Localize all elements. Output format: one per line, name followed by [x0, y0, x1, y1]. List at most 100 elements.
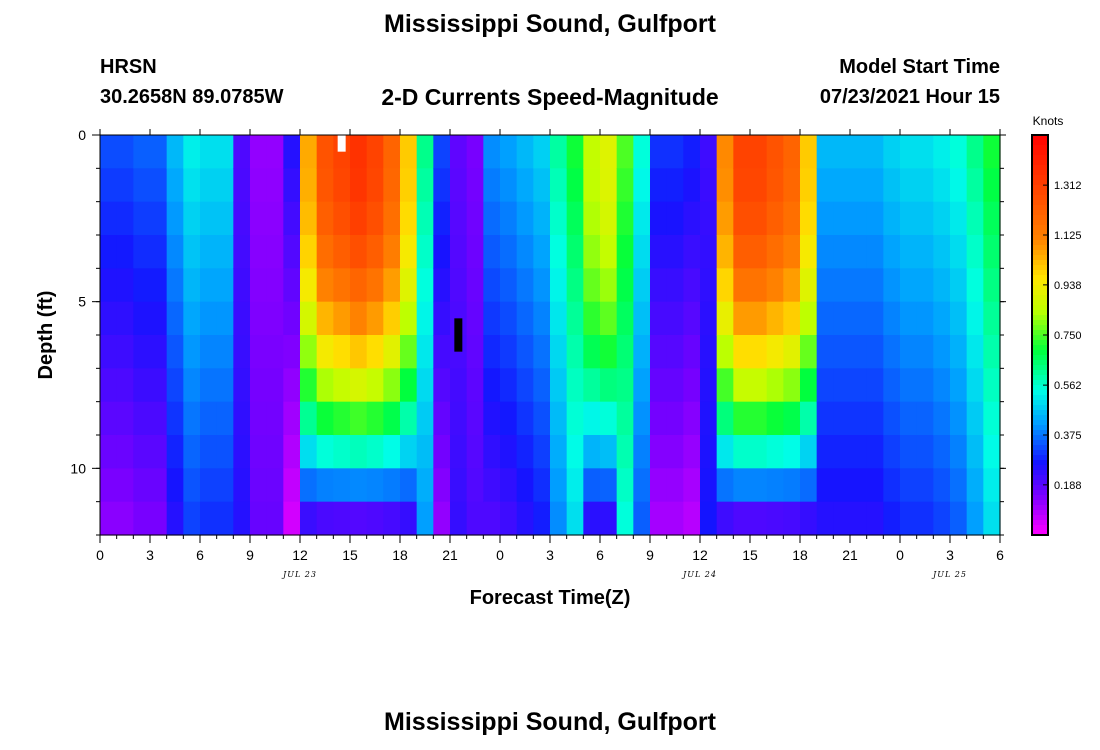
heat-cell — [433, 401, 451, 436]
footer-title: Mississippi Sound, Gulfport — [384, 708, 716, 736]
heat-cell — [750, 401, 768, 436]
colorbar-tick-label: 0.188 — [1054, 480, 1082, 492]
colorbar-swatch — [1032, 485, 1048, 491]
heat-cell — [366, 168, 384, 203]
heat-cell — [900, 335, 918, 369]
colorbar-swatch — [1032, 235, 1048, 241]
heat-cell — [466, 501, 484, 536]
colorbar-swatch — [1032, 455, 1048, 461]
heat-cell — [200, 201, 218, 236]
heat-cell — [400, 368, 418, 403]
heat-cell — [516, 468, 534, 503]
colorbar-swatch — [1032, 310, 1048, 316]
heat-cell — [850, 401, 868, 436]
heat-cell — [900, 468, 918, 503]
heat-cell — [166, 301, 184, 336]
heat-cell — [150, 301, 168, 336]
heat-cell — [983, 235, 1001, 269]
heat-cell — [400, 168, 418, 203]
heat-cell — [333, 235, 351, 269]
heat-cell — [816, 301, 834, 336]
heat-cell — [516, 401, 534, 436]
heat-cell — [533, 135, 551, 169]
heat-cell — [833, 301, 851, 336]
heat-cell — [216, 401, 234, 436]
heat-cell — [650, 268, 668, 303]
heat-cell — [850, 435, 868, 469]
heat-cell — [550, 301, 568, 336]
heat-cell — [883, 501, 901, 536]
heat-cell — [700, 401, 718, 436]
heat-cell — [716, 301, 734, 336]
heat-cell — [633, 468, 651, 503]
heat-cell — [866, 235, 884, 269]
x-tick-label: 0 — [896, 547, 904, 563]
heat-cell — [583, 268, 601, 303]
heat-cell — [283, 335, 301, 369]
heat-cell — [300, 201, 318, 236]
heat-cell — [800, 468, 818, 503]
heat-cell — [900, 368, 918, 403]
heat-cell — [866, 268, 884, 303]
heat-cell — [550, 435, 568, 469]
heat-cell — [633, 301, 651, 336]
heat-cell — [133, 201, 151, 236]
heat-cell — [516, 335, 534, 369]
heat-cell — [716, 435, 734, 469]
heat-cell — [966, 335, 984, 369]
heat-cell — [116, 201, 134, 236]
heat-cell — [383, 468, 401, 503]
heat-cell — [533, 335, 551, 369]
colorbar-swatch — [1032, 295, 1048, 301]
heat-cell — [216, 235, 234, 269]
heat-cell — [666, 301, 684, 336]
heat-cell — [783, 335, 801, 369]
heat-cell — [266, 501, 284, 536]
heat-cell — [400, 435, 418, 469]
colorbar-swatch — [1032, 190, 1048, 196]
heat-cell — [566, 401, 584, 436]
heat-cell — [983, 335, 1001, 369]
chart-subtitle: 2-D Currents Speed-Magnitude — [381, 84, 719, 110]
heat-cell — [550, 401, 568, 436]
heat-cell — [266, 301, 284, 336]
heat-cell — [366, 335, 384, 369]
heat-cell — [300, 335, 318, 369]
heat-cell — [850, 368, 868, 403]
heat-cell — [150, 135, 168, 169]
colorbar-swatch — [1032, 380, 1048, 386]
heat-cell — [250, 335, 268, 369]
colorbar-swatch — [1032, 435, 1048, 441]
heat-cell — [300, 368, 318, 403]
heat-cell — [766, 235, 784, 269]
heat-cell — [316, 501, 334, 536]
heat-cell — [250, 468, 268, 503]
heat-cell — [983, 435, 1001, 469]
heat-cell — [283, 301, 301, 336]
heat-cell — [983, 468, 1001, 503]
heat-cell — [233, 301, 251, 336]
heat-cell — [383, 501, 401, 536]
heat-cell — [900, 435, 918, 469]
heat-cell — [766, 335, 784, 369]
heat-cell — [216, 201, 234, 236]
heat-cell — [383, 201, 401, 236]
heat-cell — [233, 335, 251, 369]
heat-cell — [883, 368, 901, 403]
heat-cell — [516, 301, 534, 336]
heat-cell — [866, 435, 884, 469]
heat-cell — [350, 235, 368, 269]
heat-cell — [916, 501, 934, 536]
heat-cell — [366, 401, 384, 436]
heat-cell — [433, 135, 451, 169]
heat-cell — [316, 168, 334, 203]
heat-cell — [550, 135, 568, 169]
colorbar-swatch — [1032, 300, 1048, 306]
heat-cell — [633, 168, 651, 203]
x-tick-label: 3 — [946, 547, 954, 563]
heat-cell — [483, 401, 501, 436]
heat-cell — [200, 435, 218, 469]
heat-cell — [600, 235, 618, 269]
colorbar-swatch — [1032, 480, 1048, 486]
heat-cell — [433, 235, 451, 269]
